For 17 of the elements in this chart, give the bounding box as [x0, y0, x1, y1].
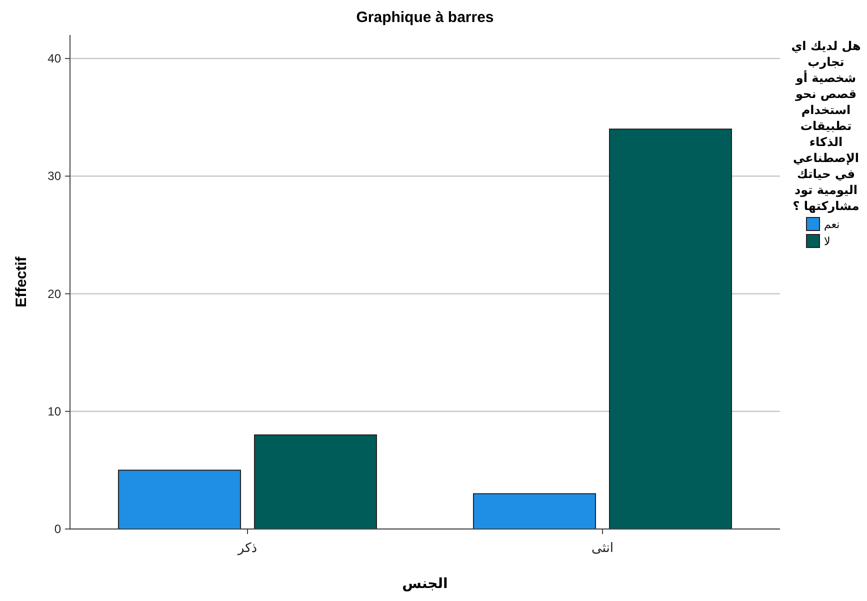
bar	[473, 493, 596, 530]
bar	[118, 470, 241, 530]
x-tick-label: ذكر	[236, 541, 258, 556]
y-tick-label: 10	[48, 404, 62, 418]
bar	[254, 434, 377, 530]
bar	[609, 128, 732, 530]
x-tick-label: انثى	[592, 541, 614, 556]
x-axis-title: الجنس	[402, 576, 448, 592]
y-tick-label: 0	[54, 522, 62, 536]
y-tick-label: 20	[48, 286, 62, 301]
chart-title: Graphique à barres	[356, 9, 494, 26]
y-tick-label: 30	[48, 169, 62, 184]
text: هل لديك اي تجارب شخصية أو قصص نحو استخدام تطبيقات الذكاء الإصطناعي في حياتك اليومية تود مشاركتها ؟	[791, 39, 861, 213]
legend-label: نعم	[824, 218, 840, 230]
legend-label: لا	[824, 234, 830, 248]
y-tick-label: 40	[48, 52, 62, 66]
y-axis-title: Effectif	[13, 256, 30, 308]
